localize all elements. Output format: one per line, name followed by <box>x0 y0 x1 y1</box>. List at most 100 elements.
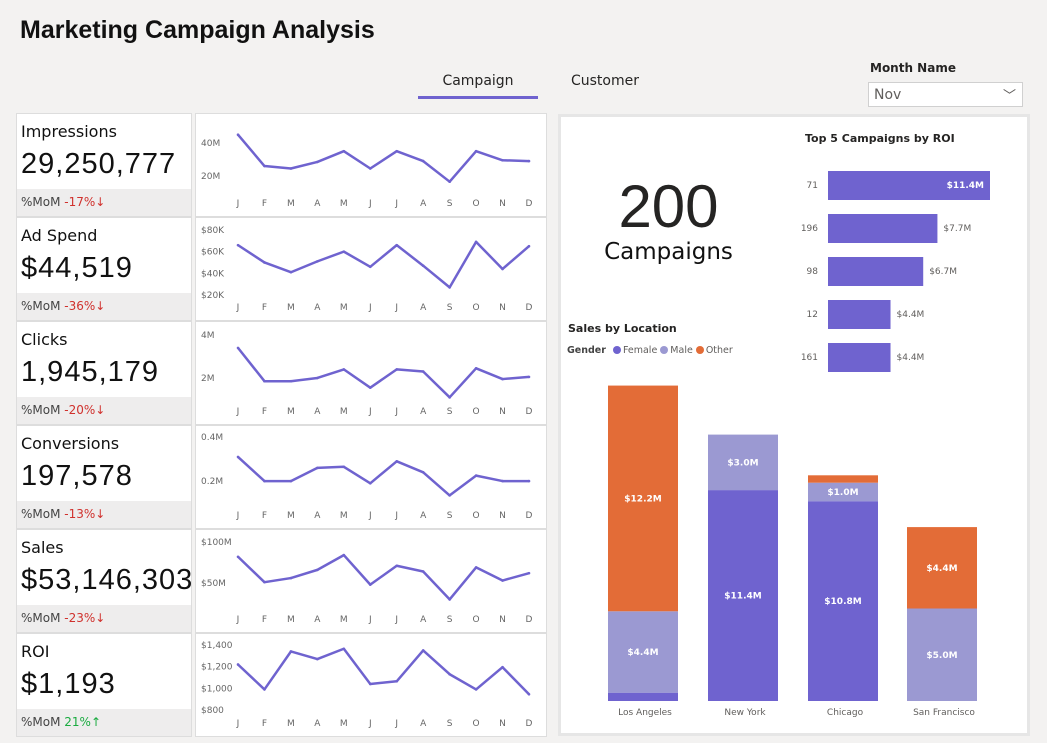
data-point[interactable] <box>368 265 372 269</box>
data-point[interactable] <box>289 479 293 483</box>
data-point[interactable] <box>421 370 425 373</box>
data-point[interactable] <box>527 244 531 248</box>
data-point[interactable] <box>342 465 346 469</box>
data-point[interactable] <box>342 553 346 557</box>
data-point[interactable] <box>448 672 451 676</box>
data-point[interactable] <box>316 568 319 572</box>
tab-customer[interactable]: Customer <box>570 73 639 89</box>
data-point[interactable] <box>474 367 478 370</box>
data-point[interactable] <box>474 149 478 153</box>
data-point[interactable] <box>263 688 266 691</box>
data-point[interactable] <box>395 564 399 568</box>
data-point[interactable] <box>501 479 504 483</box>
legend-other[interactable]: Other <box>705 345 733 356</box>
data-point[interactable] <box>263 580 266 584</box>
data-point[interactable] <box>395 243 399 247</box>
data-point[interactable] <box>368 682 372 686</box>
data-point[interactable] <box>527 479 531 483</box>
data-point[interactable] <box>263 261 266 264</box>
kpi-value: $1,193 <box>21 668 116 700</box>
data-point[interactable] <box>263 379 266 383</box>
bar-segment-male[interactable] <box>708 434 778 491</box>
data-point[interactable] <box>316 466 319 470</box>
data-point[interactable] <box>448 180 451 183</box>
data-point[interactable] <box>395 459 399 463</box>
data-point[interactable] <box>421 159 425 163</box>
data-point[interactable] <box>421 264 425 268</box>
data-point[interactable] <box>474 688 478 691</box>
data-point[interactable] <box>501 267 504 271</box>
bar[interactable] <box>828 257 924 286</box>
x-tick-label: J <box>394 199 398 209</box>
x-tick-label: J <box>394 303 398 313</box>
data-point[interactable] <box>236 346 240 350</box>
data-point[interactable] <box>448 396 451 399</box>
data-point[interactable] <box>289 650 293 653</box>
data-point[interactable] <box>501 579 504 582</box>
kpi-mom: %MoM -36%↓ <box>17 293 191 320</box>
bar[interactable] <box>828 214 938 243</box>
data-point[interactable] <box>316 160 319 164</box>
bar[interactable] <box>828 300 891 329</box>
data-point[interactable] <box>421 649 425 652</box>
data-point[interactable] <box>368 167 372 170</box>
data-point[interactable] <box>368 386 372 389</box>
data-point[interactable] <box>236 555 240 559</box>
data-point[interactable] <box>421 570 425 573</box>
data-point[interactable] <box>236 243 240 247</box>
data-point[interactable] <box>289 576 293 580</box>
data-point[interactable] <box>368 481 372 485</box>
bar-segment-female[interactable] <box>808 501 878 701</box>
data-point[interactable] <box>474 566 478 569</box>
data-point[interactable] <box>501 665 504 669</box>
bar-segment-male[interactable] <box>907 608 977 702</box>
month-dropdown[interactable]: Nov ﹀ <box>868 82 1023 107</box>
kpi-value: 1,945,179 <box>21 356 160 388</box>
data-point[interactable] <box>342 149 346 153</box>
data-point[interactable] <box>342 647 346 651</box>
legend-male[interactable]: Male <box>670 345 693 356</box>
data-point[interactable] <box>395 679 399 683</box>
x-tick-label: N <box>499 199 506 209</box>
data-point[interactable] <box>527 375 531 379</box>
data-point[interactable] <box>316 657 319 661</box>
data-point[interactable] <box>395 368 399 371</box>
bar[interactable] <box>828 343 891 372</box>
bar-segment-female[interactable] <box>608 692 678 701</box>
data-point[interactable] <box>421 470 425 474</box>
data-point[interactable] <box>395 149 399 153</box>
bar-segment-other[interactable] <box>907 527 977 609</box>
data-point[interactable] <box>236 663 240 666</box>
data-point[interactable] <box>448 598 451 601</box>
data-point[interactable] <box>263 479 266 483</box>
tab-campaign[interactable]: Campaign <box>442 73 514 89</box>
data-point[interactable] <box>474 474 478 477</box>
data-point[interactable] <box>289 167 293 170</box>
legend-female[interactable]: Female <box>622 345 658 356</box>
data-point[interactable] <box>316 376 319 380</box>
data-point[interactable] <box>342 368 346 371</box>
data-point[interactable] <box>448 494 451 497</box>
data-point[interactable] <box>474 240 478 244</box>
data-point[interactable] <box>236 133 240 137</box>
bar-segment-male[interactable] <box>808 482 878 502</box>
bar-segment-other[interactable] <box>808 475 878 483</box>
bar[interactable] <box>828 171 990 200</box>
bar-segment-female[interactable] <box>708 490 778 701</box>
kpi-mom: %MoM -17%↓ <box>17 189 191 216</box>
data-point[interactable] <box>527 692 531 696</box>
data-point[interactable] <box>289 379 293 383</box>
data-point[interactable] <box>368 583 372 586</box>
data-point[interactable] <box>316 260 319 263</box>
bar-segment-male[interactable] <box>608 611 678 693</box>
data-point[interactable] <box>342 250 346 253</box>
data-point[interactable] <box>448 286 451 289</box>
data-point[interactable] <box>263 164 266 168</box>
bar-segment-other[interactable] <box>608 385 678 612</box>
data-point[interactable] <box>501 158 504 162</box>
data-point[interactable] <box>236 455 240 459</box>
data-point[interactable] <box>289 270 293 274</box>
data-point[interactable] <box>527 571 531 575</box>
data-point[interactable] <box>501 377 504 381</box>
data-point[interactable] <box>527 159 531 163</box>
